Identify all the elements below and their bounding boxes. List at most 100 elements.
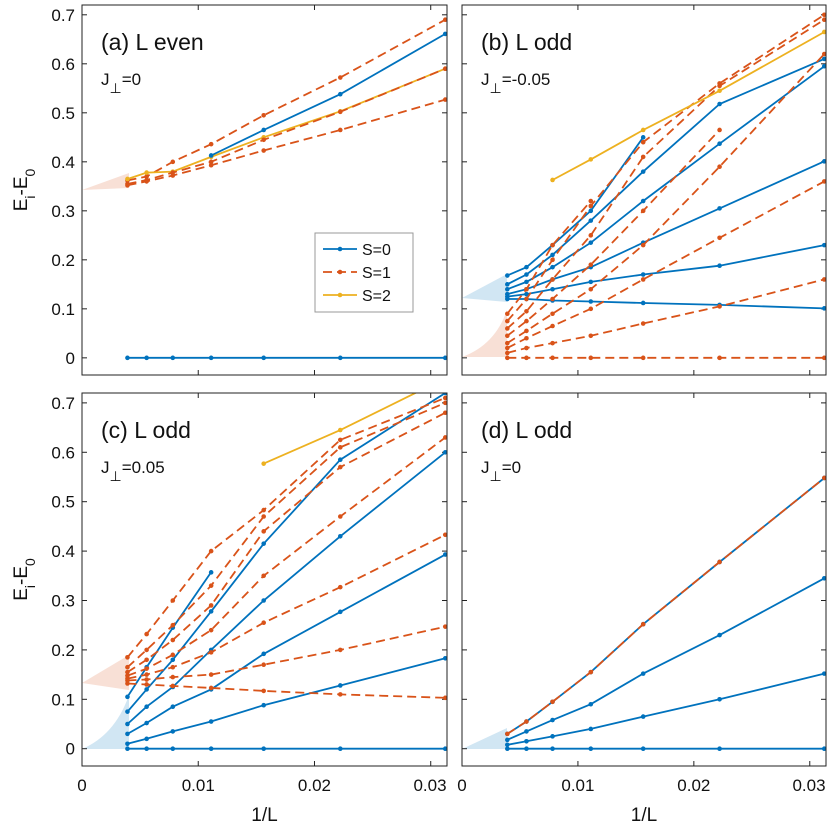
data-point: [144, 657, 149, 663]
data-point: [717, 559, 722, 565]
y-tick-label: 0.2: [51, 251, 75, 270]
data-point: [524, 345, 529, 351]
data-point: [588, 355, 594, 361]
axes-frame: [81, 392, 448, 767]
data-point: [524, 729, 529, 734]
coupling-label: J⊥=-0.05: [481, 70, 550, 96]
data-point: [588, 746, 594, 752]
data-point: [588, 262, 594, 268]
legend-label: S=1: [362, 265, 391, 282]
data-point: [640, 355, 646, 361]
data-point: [208, 609, 214, 614]
legend-marker: [337, 269, 343, 275]
y-tick-label: 0.6: [51, 443, 75, 462]
y-tick-label: 0.1: [51, 690, 75, 709]
data-point: [588, 233, 594, 238]
y-tick-label: 0.6: [51, 55, 75, 74]
data-point: [550, 311, 555, 317]
data-point: [717, 141, 722, 146]
data-point: [170, 598, 176, 603]
panel-title: (b) L odd: [481, 29, 572, 55]
data-point: [505, 326, 510, 331]
data-point: [640, 272, 646, 277]
data-point: [717, 746, 722, 752]
data-point: [261, 688, 266, 694]
coupling-part: =0.05: [122, 458, 165, 477]
legend-label: S=0: [362, 242, 391, 259]
data-point: [337, 457, 343, 462]
series-line: [506, 577, 825, 741]
data-point: [821, 63, 826, 69]
data-point: [442, 410, 447, 416]
data-point: [261, 529, 266, 534]
data-point: [144, 704, 149, 710]
y-tick-label: 0: [66, 349, 75, 368]
data-point: [640, 714, 646, 719]
data-point: [144, 170, 149, 175]
data-point: [505, 737, 510, 743]
data-point: [125, 183, 130, 188]
shade: [462, 310, 507, 357]
data-point: [170, 729, 176, 734]
series-line: [126, 571, 212, 698]
data-point: [442, 17, 447, 23]
data-point: [640, 277, 646, 282]
data-point: [337, 514, 343, 519]
data-point: [144, 355, 149, 361]
series-line: [127, 436, 446, 677]
y-axis-label: Ei-E0: [11, 558, 38, 601]
data-point: [261, 137, 266, 143]
legend-marker: [337, 292, 343, 298]
data-point: [144, 682, 149, 687]
data-point: [717, 101, 722, 107]
series-line: [127, 682, 446, 699]
data-point: [261, 651, 266, 657]
coupling-part: =0: [502, 458, 521, 477]
coupling-part: ⊥: [110, 80, 122, 96]
data-point: [208, 685, 214, 691]
data-point: [125, 741, 130, 747]
shade: [82, 695, 129, 749]
data-point: [442, 395, 447, 401]
data-point: [261, 746, 266, 752]
data-point: [337, 427, 343, 433]
data-point: [588, 726, 594, 732]
data-point: [261, 127, 266, 133]
series-line: [506, 58, 825, 286]
data-point: [640, 746, 646, 752]
data-point: [821, 355, 826, 361]
data-point: [505, 282, 510, 287]
data-point: [208, 153, 214, 158]
data-point: [261, 598, 266, 603]
data-point: [144, 672, 149, 677]
data-point: [170, 173, 176, 178]
x-tick-label: 0.02: [677, 776, 710, 795]
data-point: [524, 335, 529, 341]
data-point: [640, 169, 646, 174]
series-line: [506, 18, 825, 330]
data-point: [208, 355, 214, 361]
data-point: [125, 673, 130, 678]
data-point: [505, 333, 510, 339]
x-axis-label: 1/L: [251, 805, 277, 826]
coupling-part: J: [481, 458, 490, 477]
x-tick-label: 0.02: [298, 776, 331, 795]
data-point: [208, 627, 214, 633]
data-point: [717, 206, 722, 211]
data-point: [821, 51, 826, 57]
data-point: [717, 263, 722, 269]
data-point: [588, 208, 594, 214]
data-point: [550, 340, 555, 346]
data-point: [170, 683, 176, 689]
data-point: [261, 573, 266, 579]
data-point: [821, 159, 826, 164]
data-point: [524, 719, 529, 724]
y-tick-label: 0.4: [51, 542, 75, 561]
series-line: [507, 298, 825, 310]
data-point: [443, 376, 448, 381]
y-tick-label: 0.5: [51, 493, 75, 512]
data-point: [640, 135, 646, 140]
x-tick-label: 0.01: [561, 776, 594, 795]
data-point: [442, 532, 447, 538]
